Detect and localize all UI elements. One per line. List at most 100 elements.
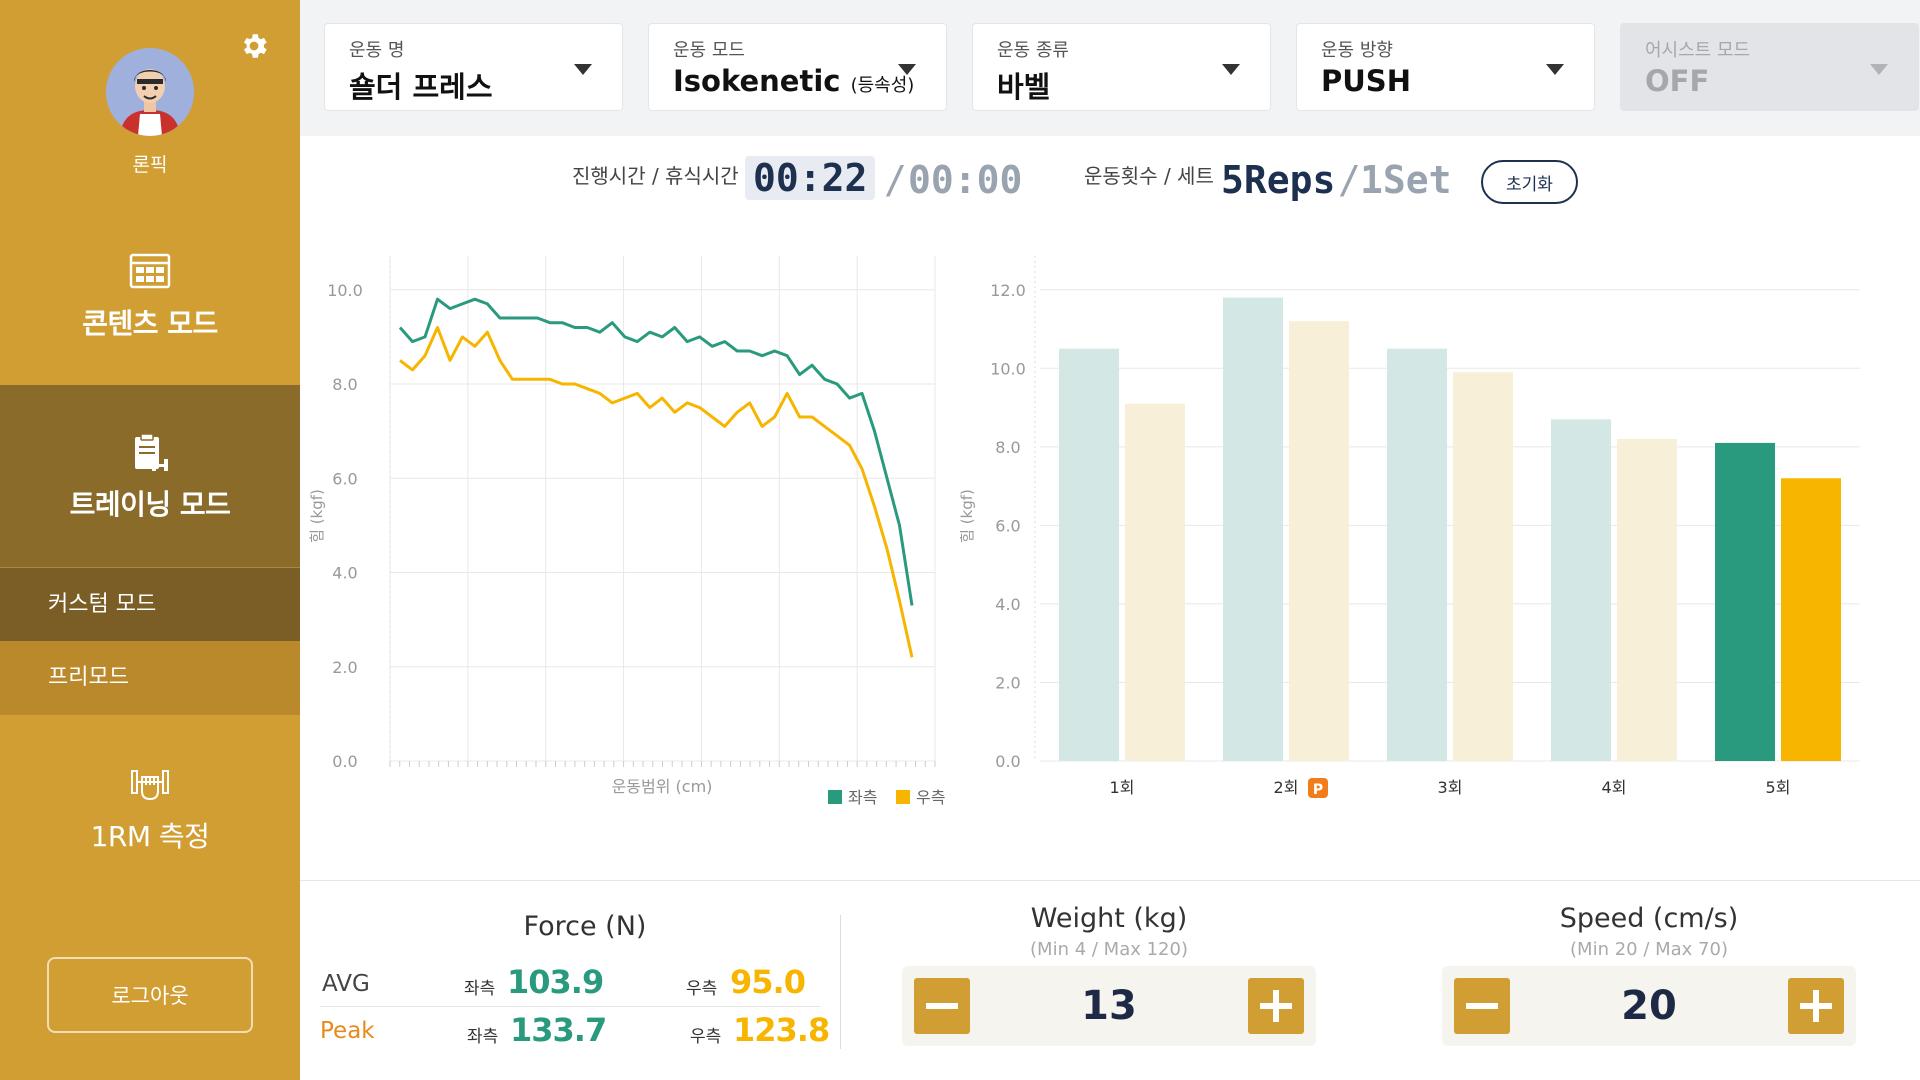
weight-title: Weight (kg) [1030,903,1188,934]
avg-right-value: 95.0 [730,963,806,1001]
exercise-type-dropdown[interactable]: 운동 종류 바벨 [972,23,1271,111]
avatar-image [106,48,194,136]
bar-left [1715,442,1775,761]
sidebar-item-custom-mode[interactable]: 커스텀 모드 [0,567,300,641]
legend-swatch [896,790,910,804]
sidebar: 론픽 콘텐츠 모드 트레이닝 모드 커스텀 모드 프리모드 [0,0,300,1080]
username: 론픽 [132,154,168,176]
y-axis-label: 힘 (kgf) [308,489,326,543]
dropdown-label: 운동 모드 [673,40,745,61]
bottom-panel: Force (N) AVG 좌측 103.9 우측 95.0 Peak 좌측 1… [300,880,1920,1080]
weight-decrease-button[interactable] [914,978,970,1034]
dropdown-value: PUSH [1321,64,1411,98]
dropdown-value: Isokenetic (등속성) [673,64,915,98]
y-tick-label: 0.0 [332,752,357,771]
y-tick-label: 10.0 [327,281,363,300]
chevron-down-icon [1546,64,1564,75]
x-tick-label: 4회 [1602,778,1627,797]
nav-content-mode[interactable]: 콘텐츠 모드 [0,252,300,342]
peak-badge-label: P [1313,782,1323,798]
nav-1rm-measure[interactable]: 1RM 측정 [0,765,300,855]
force-title: Force (N) [523,911,647,942]
y-tick-label: 6.0 [995,516,1020,535]
peak-left-value: 133.7 [510,1011,607,1049]
dropdown-value: OFF [1645,64,1710,98]
nav-training-label: 트레이닝 모드 [69,488,231,521]
exercise-mode-dropdown[interactable]: 운동 모드 Isokenetic (등속성) [648,23,947,111]
timer-label: 진행시간 / 휴식시간 [572,164,739,188]
exercise-name-dropdown[interactable]: 운동 명 숄더 프레스 [324,23,623,111]
main-panel: 진행시간 / 휴식시간 00:22 / 00:00 운동횟수 / 세트 5Rep… [300,136,1920,880]
y-tick-label: 4.0 [332,564,357,583]
y-tick-label: 6.0 [332,469,357,488]
y-tick-label: 12.0 [990,281,1026,300]
dropdown-value: 바벨 [997,70,1051,104]
force-line-chart: 0.0 2.0 4.0 6.0 8.0 10.0 힘 (kgf) 운동범위 (cm) 좌측 우측 [308,256,945,807]
chevron-down-icon [1870,64,1888,75]
peak-badge [1308,778,1328,798]
avg-left-value: 103.9 [507,963,604,1001]
weight-stepper: 13 [902,966,1316,1046]
exercise-direction-dropdown[interactable]: 운동 방향 PUSH [1296,23,1595,111]
y-tick-label: 8.0 [995,438,1020,457]
speed-stepper: 20 [1442,966,1856,1046]
sidebar-item-free-mode[interactable]: 프리모드 [0,641,300,715]
chevron-down-icon [574,64,592,75]
time-separator: / [884,158,907,202]
y-tick-label: 8.0 [332,375,357,394]
bar-left [1387,348,1447,761]
speed-decrease-button[interactable] [1454,978,1510,1034]
dropdown-label: 운동 명 [349,40,405,61]
bar-left [1059,348,1119,761]
nav-content-label: 콘텐츠 모드 [82,307,218,340]
speed-range: (Min 20 / Max 70) [1570,939,1728,960]
peak-label: Peak [320,1018,375,1044]
x-tick-label: 3회 [1438,778,1463,797]
avg-left-label: 좌측 [464,979,496,999]
series-line-left [398,297,914,606]
y-axis-label: 힘 (kgf) [960,489,976,543]
rest-time: 00:00 [908,158,1023,202]
speed-title: Speed (cm/s) [1559,903,1739,934]
minus-icon [1466,1003,1498,1009]
peak-right-label: 우측 [690,1027,722,1047]
gear-icon[interactable] [238,30,270,62]
chevron-down-icon [898,64,916,75]
x-tick-label: 1회 [1110,778,1135,797]
y-tick-label: 4.0 [995,595,1020,614]
series-line-right [399,326,914,658]
bar-left [1551,419,1611,761]
speed-increase-button[interactable] [1788,978,1844,1034]
bar-right [1289,321,1349,761]
weight-increase-button[interactable] [1248,978,1304,1034]
peak-right-value: 123.8 [733,1011,830,1049]
dropdown-label: 어시스트 모드 [1645,40,1751,61]
logout-button[interactable]: 로그아웃 [47,957,253,1033]
dropdown-value: 숄더 프레스 [349,70,493,104]
avatar[interactable] [106,48,194,136]
legend-swatch [828,790,842,804]
chevron-down-icon [1222,64,1240,75]
clipboard-dumbbell-icon [135,433,168,471]
elapsed-time: 00:22 [745,156,876,200]
bar-right [1617,438,1677,761]
y-tick-label: 2.0 [332,658,357,677]
x-tick-label: 5회 [1766,778,1791,797]
x-tick-label: 2회 [1274,778,1299,797]
plus-icon [1260,990,1292,1022]
force-bar-chart: 0.0 2.0 4.0 6.0 8.0 10.0 12.0 힘 (kgf) 1회 2회 P 3회 4회 5… [960,256,1860,798]
plus-icon [1800,990,1832,1022]
avg-label: AVG [322,971,370,997]
reset-button[interactable]: 초기화 [1481,160,1578,204]
grid-monitor-icon [129,253,171,289]
reps-label: 운동횟수 / 세트 [1084,164,1214,188]
bar-right [1781,478,1841,761]
reps-separator: / [1338,158,1361,202]
legend-label: 우측 [916,788,945,807]
nav-1rm-label: 1RM 측정 [90,820,210,853]
x-axis-label: 운동범위 (cm) [612,777,713,796]
y-tick-label: 10.0 [990,359,1026,378]
force-divider [320,1006,820,1007]
assist-mode-dropdown: 어시스트 모드 OFF [1620,23,1919,111]
nav-training-mode[interactable]: 트레이닝 모드 [0,385,300,567]
